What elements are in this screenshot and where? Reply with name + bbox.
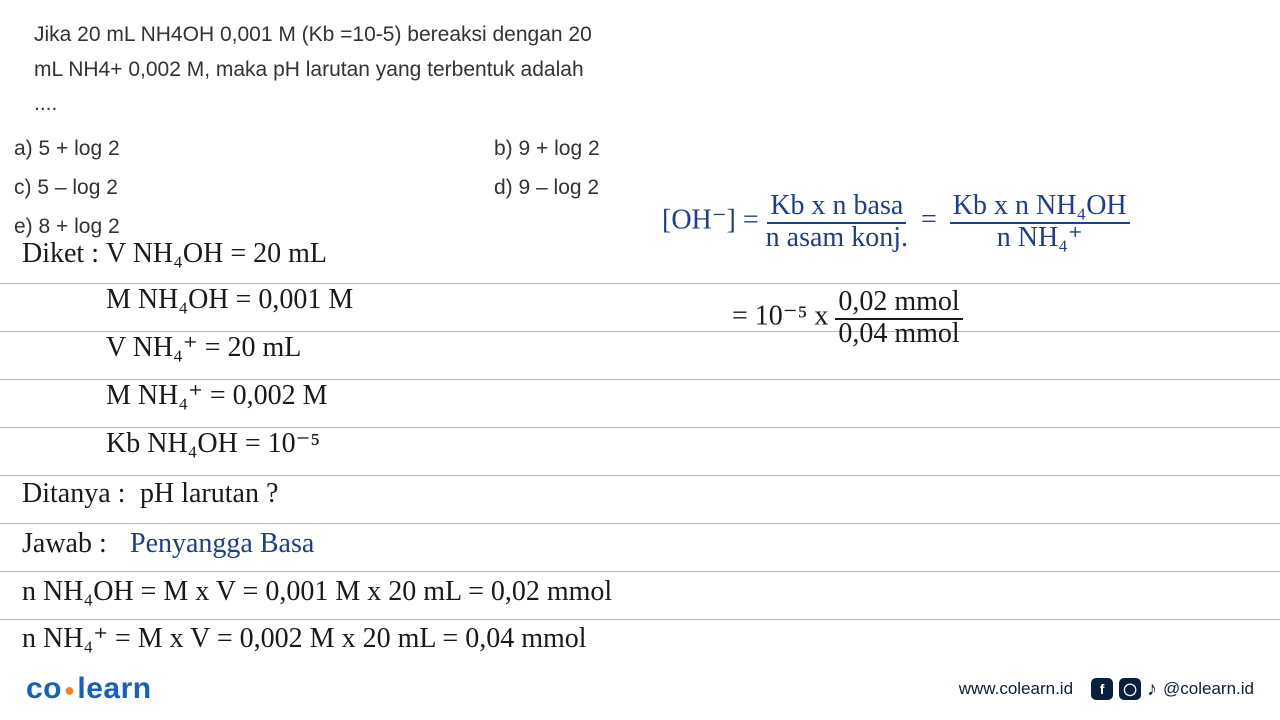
diket-3: V NH₄⁺ = 20 mL <box>106 334 301 362</box>
oh-frac-top-2: Kb x n NH₄OH <box>950 192 1130 224</box>
option-b: b) 9 + log 2 <box>494 130 600 169</box>
question-line-3: .... <box>34 87 1246 122</box>
brand-logo: co●learn <box>26 672 152 706</box>
calc-2: n NH₄⁺ = M x V = 0,002 M x 20 mL = 0,04 … <box>22 625 587 653</box>
facebook-icon: f <box>1091 678 1113 700</box>
brand-dot-icon: ● <box>62 680 77 700</box>
calc-1: n NH₄OH = M x V = 0,001 M x 20 mL = 0,02… <box>22 578 612 606</box>
calc-r2-bot: 0,04 mmol <box>838 318 959 349</box>
jawab-label: Jawab : <box>22 530 107 558</box>
footer-url: www.colearn.id <box>959 679 1073 699</box>
question-block: Jika 20 mL NH4OH 0,001 M (Kb =10-5) bere… <box>0 0 1280 122</box>
diket-2: M NH₄OH = 0,001 M <box>106 286 353 314</box>
ditanya-val: pH larutan ? <box>140 480 278 508</box>
diket-4: M NH₄⁺ = 0,002 M <box>106 382 328 410</box>
social-icons: f ◯ ♪ @colearn.id <box>1091 678 1254 701</box>
instagram-icon: ◯ <box>1119 678 1141 700</box>
calc-row-2: = 10⁻⁵ x 0,02 mmol 0,04 mmol <box>732 288 963 348</box>
jawab-title: Penyangga Basa <box>130 530 314 558</box>
footer-right: www.colearn.id f ◯ ♪ @colearn.id <box>959 678 1254 701</box>
oh-block: [OH⁻] = Kb x n basa n asam konj. = Kb x … <box>662 192 1130 252</box>
oh-frac-bot-1: n asam konj. <box>766 222 908 253</box>
footer: co●learn www.colearn.id f ◯ ♪ @colearn.i… <box>0 658 1280 720</box>
option-d: d) 9 – log 2 <box>494 169 599 208</box>
diket-5: Kb NH₄OH = 10⁻⁵ <box>106 430 320 458</box>
oh-label: [OH⁻] = <box>662 204 759 235</box>
oh-frac-top-1: Kb x n basa <box>767 192 906 224</box>
question-line-2: mL NH4+ 0,002 M, maka pH larutan yang te… <box>34 53 1246 88</box>
oh-equals: = <box>915 204 943 235</box>
tiktok-icon: ♪ <box>1147 678 1157 701</box>
diket-1: V NH₄OH = 20 mL <box>106 240 327 268</box>
footer-handle: @colearn.id <box>1163 679 1254 699</box>
diket-label: Diket : <box>22 240 99 268</box>
calc-r2-top: 0,02 mmol <box>835 288 962 320</box>
question-line-1: Jika 20 mL NH4OH 0,001 M (Kb =10-5) bere… <box>34 18 1246 53</box>
ditanya-label: Ditanya : <box>22 480 125 508</box>
brand-co: co <box>26 672 62 705</box>
option-c: c) 5 – log 2 <box>14 169 494 208</box>
oh-frac-bot-2: n NH₄⁺ <box>997 222 1083 253</box>
brand-learn: learn <box>77 672 151 705</box>
calc-r2-prefix: = 10⁻⁵ x <box>732 300 828 331</box>
option-a: a) 5 + log 2 <box>14 130 494 169</box>
